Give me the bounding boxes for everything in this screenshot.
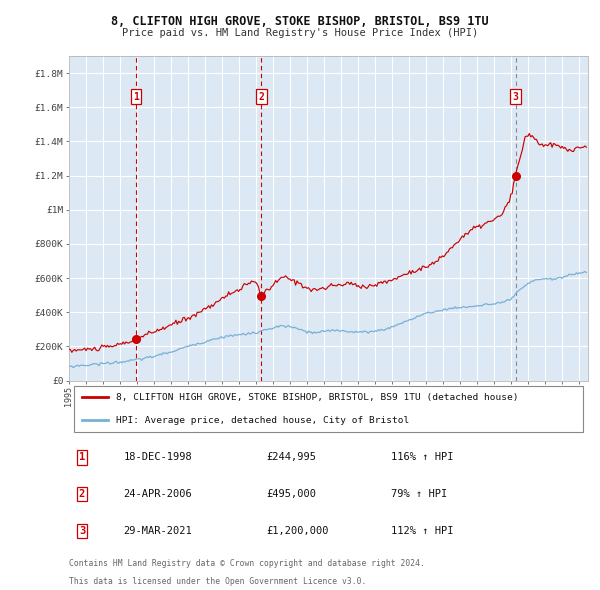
Text: HPI: Average price, detached house, City of Bristol: HPI: Average price, detached house, City…: [116, 415, 409, 425]
Text: 79% ↑ HPI: 79% ↑ HPI: [391, 489, 447, 499]
Text: 8, CLIFTON HIGH GROVE, STOKE BISHOP, BRISTOL, BS9 1TU (detached house): 8, CLIFTON HIGH GROVE, STOKE BISHOP, BRI…: [116, 392, 518, 402]
Text: 24-APR-2006: 24-APR-2006: [124, 489, 192, 499]
Text: 29-MAR-2021: 29-MAR-2021: [124, 526, 192, 536]
FancyBboxPatch shape: [74, 385, 583, 432]
Text: 8, CLIFTON HIGH GROVE, STOKE BISHOP, BRISTOL, BS9 1TU: 8, CLIFTON HIGH GROVE, STOKE BISHOP, BRI…: [111, 15, 489, 28]
Text: 18-DEC-1998: 18-DEC-1998: [124, 453, 192, 463]
Text: 3: 3: [79, 526, 85, 536]
Text: £244,995: £244,995: [266, 453, 316, 463]
Text: 2: 2: [79, 489, 85, 499]
Text: 112% ↑ HPI: 112% ↑ HPI: [391, 526, 453, 536]
Text: Price paid vs. HM Land Registry's House Price Index (HPI): Price paid vs. HM Land Registry's House …: [122, 28, 478, 38]
Text: This data is licensed under the Open Government Licence v3.0.: This data is licensed under the Open Gov…: [69, 577, 367, 586]
Text: 2: 2: [259, 91, 265, 101]
Text: 3: 3: [512, 91, 518, 101]
Text: £495,000: £495,000: [266, 489, 316, 499]
Text: 1: 1: [79, 453, 85, 463]
Text: £1,200,000: £1,200,000: [266, 526, 329, 536]
Text: 116% ↑ HPI: 116% ↑ HPI: [391, 453, 453, 463]
Text: Contains HM Land Registry data © Crown copyright and database right 2024.: Contains HM Land Registry data © Crown c…: [69, 559, 425, 568]
Text: 1: 1: [133, 91, 139, 101]
